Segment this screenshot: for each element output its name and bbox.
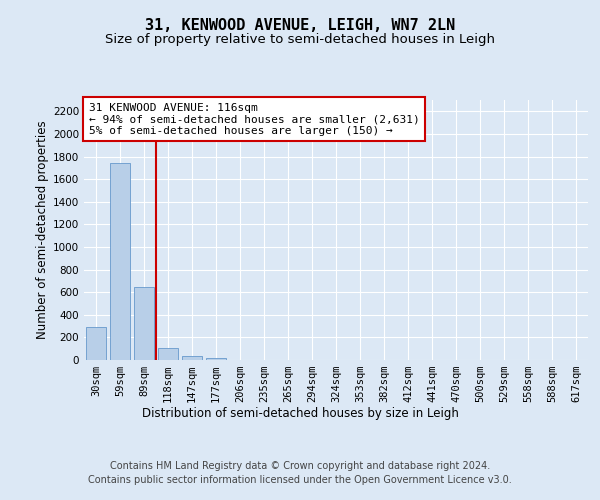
Bar: [182, 356, 202, 360]
Text: Contains HM Land Registry data © Crown copyright and database right 2024.
Contai: Contains HM Land Registry data © Crown c…: [88, 461, 512, 485]
Text: Size of property relative to semi-detached houses in Leigh: Size of property relative to semi-detach…: [105, 32, 495, 46]
Bar: [206, 358, 226, 360]
Bar: [110, 164, 130, 360]
Y-axis label: Number of semi-detached properties: Number of semi-detached properties: [36, 120, 49, 340]
Text: 31, KENWOOD AVENUE, LEIGH, WN7 2LN: 31, KENWOOD AVENUE, LEIGH, WN7 2LN: [145, 18, 455, 32]
Bar: [158, 348, 178, 360]
Bar: [134, 287, 154, 360]
Text: Distribution of semi-detached houses by size in Leigh: Distribution of semi-detached houses by …: [142, 408, 458, 420]
Text: 31 KENWOOD AVENUE: 116sqm
← 94% of semi-detached houses are smaller (2,631)
5% o: 31 KENWOOD AVENUE: 116sqm ← 94% of semi-…: [89, 102, 420, 136]
Bar: [86, 327, 106, 360]
